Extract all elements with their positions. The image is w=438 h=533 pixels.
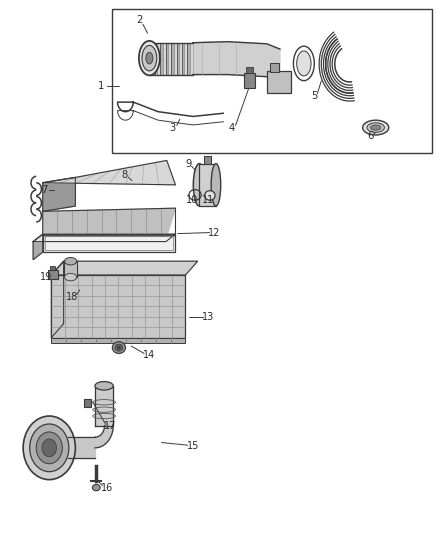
Ellipse shape bbox=[297, 51, 311, 76]
Text: 5: 5 bbox=[311, 91, 317, 101]
Bar bbox=[177, 43, 179, 75]
Bar bbox=[152, 43, 155, 75]
Bar bbox=[43, 234, 176, 252]
Ellipse shape bbox=[92, 484, 100, 491]
Bar bbox=[199, 164, 215, 206]
Text: 4: 4 bbox=[229, 123, 235, 133]
Bar bbox=[47, 270, 58, 279]
Ellipse shape bbox=[115, 344, 123, 351]
Text: 3: 3 bbox=[170, 123, 176, 133]
Circle shape bbox=[42, 439, 57, 457]
Ellipse shape bbox=[205, 191, 215, 200]
Bar bbox=[51, 337, 185, 343]
Bar bbox=[171, 43, 173, 75]
Polygon shape bbox=[43, 160, 176, 185]
Text: 10: 10 bbox=[186, 195, 198, 205]
Bar bbox=[270, 63, 279, 72]
Bar bbox=[190, 43, 193, 75]
Bar bbox=[168, 43, 171, 75]
Text: 7: 7 bbox=[41, 184, 47, 195]
Text: 17: 17 bbox=[104, 421, 117, 431]
Bar bbox=[45, 236, 173, 250]
Ellipse shape bbox=[146, 52, 153, 64]
Bar bbox=[160, 43, 162, 75]
Bar bbox=[162, 43, 166, 75]
Polygon shape bbox=[43, 208, 176, 236]
Text: 14: 14 bbox=[143, 350, 155, 360]
Bar bbox=[187, 43, 190, 75]
Bar bbox=[157, 43, 160, 75]
Bar bbox=[184, 43, 187, 75]
Text: 19: 19 bbox=[40, 272, 52, 282]
Ellipse shape bbox=[211, 164, 221, 206]
Bar bbox=[149, 43, 152, 75]
Polygon shape bbox=[95, 386, 113, 425]
Bar bbox=[246, 67, 253, 74]
Polygon shape bbox=[67, 437, 95, 458]
Polygon shape bbox=[51, 261, 64, 337]
Bar bbox=[204, 156, 211, 164]
Text: 8: 8 bbox=[121, 171, 128, 180]
Circle shape bbox=[36, 432, 62, 464]
Text: 12: 12 bbox=[208, 228, 220, 238]
Polygon shape bbox=[193, 42, 280, 82]
Bar bbox=[50, 266, 55, 270]
Bar bbox=[166, 43, 168, 75]
Text: 16: 16 bbox=[101, 482, 113, 492]
Ellipse shape bbox=[64, 257, 77, 265]
Ellipse shape bbox=[95, 382, 113, 390]
Text: 13: 13 bbox=[202, 312, 214, 322]
Ellipse shape bbox=[139, 41, 160, 75]
Bar bbox=[173, 43, 177, 75]
Bar bbox=[113, 10, 432, 152]
Bar bbox=[267, 71, 291, 93]
Polygon shape bbox=[33, 234, 43, 260]
Text: 15: 15 bbox=[187, 441, 199, 451]
Ellipse shape bbox=[363, 120, 389, 135]
Ellipse shape bbox=[193, 164, 205, 206]
Text: 6: 6 bbox=[367, 131, 374, 141]
Ellipse shape bbox=[142, 45, 157, 71]
Polygon shape bbox=[51, 261, 198, 275]
Bar bbox=[155, 43, 157, 75]
Ellipse shape bbox=[367, 123, 385, 132]
Polygon shape bbox=[43, 177, 75, 212]
Bar bbox=[182, 43, 184, 75]
Ellipse shape bbox=[64, 273, 77, 281]
Bar bbox=[244, 73, 255, 88]
Polygon shape bbox=[95, 425, 113, 448]
Ellipse shape bbox=[371, 125, 381, 130]
Text: 11: 11 bbox=[202, 195, 214, 205]
Bar bbox=[84, 399, 92, 407]
Polygon shape bbox=[33, 234, 176, 241]
Text: 9: 9 bbox=[185, 159, 191, 168]
Circle shape bbox=[30, 424, 69, 472]
Bar bbox=[179, 43, 182, 75]
Bar bbox=[51, 275, 185, 337]
Circle shape bbox=[23, 416, 75, 480]
Ellipse shape bbox=[113, 342, 125, 353]
Text: 18: 18 bbox=[66, 292, 78, 302]
Text: 1: 1 bbox=[98, 81, 105, 91]
Ellipse shape bbox=[117, 346, 120, 349]
Bar bbox=[64, 261, 77, 277]
Text: 2: 2 bbox=[137, 15, 143, 26]
